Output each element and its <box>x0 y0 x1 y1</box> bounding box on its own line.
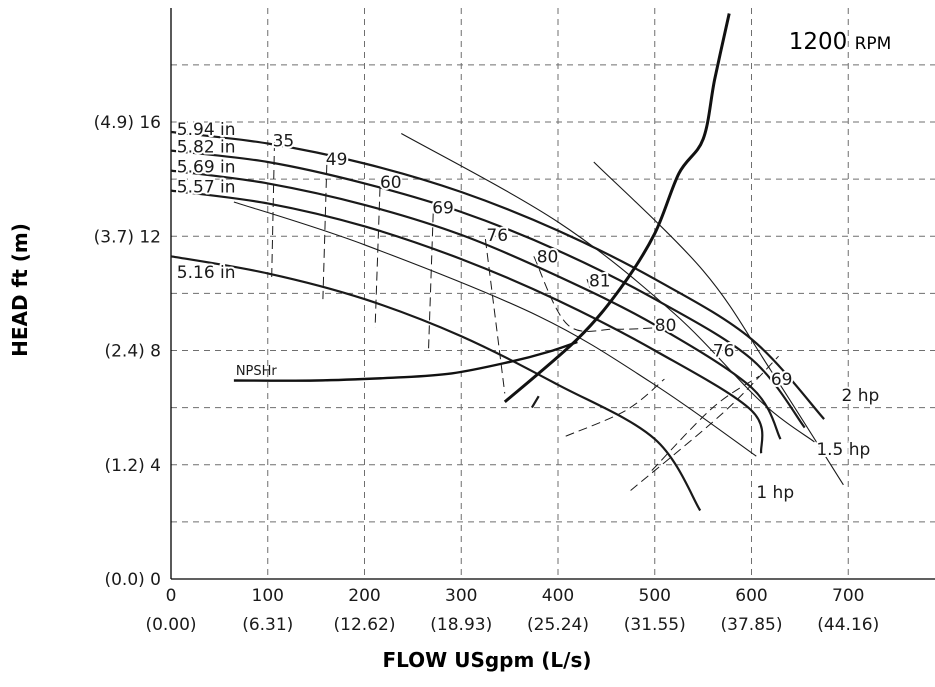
curve-marker <box>530 395 540 409</box>
y-tick-label-0: (0.0) 0 <box>104 570 161 590</box>
rpm-value: 1200 <box>789 29 848 55</box>
rpm-annotation: 1200 RPM <box>789 29 892 55</box>
curve-label-2-hp-10: 2 hp <box>841 386 879 406</box>
curves <box>170 13 844 512</box>
impeller-curve-5-94-in <box>170 130 825 420</box>
curve-label-1-hp-12: 1 hp <box>756 483 794 503</box>
x-tick-sublabel-200: (12.62) <box>334 615 396 635</box>
x-tick-sublabel-0: (0.00) <box>145 615 196 635</box>
x-tick-label-500: 500 <box>639 586 671 606</box>
curve-labels: 35 49 60 69 76 80 81 80 76 69 2 hp 1.5 hp 1 hp 5.94 i… <box>175 118 881 505</box>
power-curve-2-hp <box>593 161 844 486</box>
x-tick-sublabel-100: (6.31) <box>242 615 293 635</box>
npsh-curve <box>233 340 578 382</box>
efficiency-line-76-8 <box>630 355 779 491</box>
curve-label-5-69-in-15: 5.69 in <box>177 157 236 177</box>
curve-label-60-2: 60 <box>380 173 402 193</box>
efficiency-line-80-7 <box>565 378 665 437</box>
efficiency-line-80-5 <box>533 256 660 332</box>
curve-label-5-57-in-16: 5.57 in <box>177 177 236 197</box>
x-tick-label-0: 0 <box>166 586 177 606</box>
x-axis-title: FLOW USgpm (L/s) <box>382 648 591 672</box>
y-axis-title-main: HEAD <box>8 294 32 356</box>
curve-label-80-7: 80 <box>655 316 677 336</box>
power-curve-1-hp <box>233 201 757 457</box>
x-tick-label-300: 300 <box>445 586 477 606</box>
x-tick-label-700: 700 <box>832 586 864 606</box>
curve-label-5-94-in-13: 5.94 in <box>177 120 236 140</box>
system-curve <box>503 13 731 404</box>
curve-label-76-8: 76 <box>713 342 735 362</box>
x-axis-title-main: FLOW <box>382 648 447 672</box>
curve-label-81-6: 81 <box>589 272 611 292</box>
curve-label-1-5-hp-11: 1.5 hp <box>816 440 870 460</box>
efficiency-line-69-3 <box>427 213 434 354</box>
curve-label-69-3: 69 <box>432 199 454 219</box>
efficiency-line-35-0 <box>271 141 275 283</box>
x-tick-sublabel-700: (44.16) <box>817 615 879 635</box>
impeller-curve-5-82-in <box>170 149 806 429</box>
curve-label-49-1: 49 <box>326 150 348 170</box>
curve-label-76-4: 76 <box>486 226 508 246</box>
impeller-curve-5-57-in <box>170 189 764 454</box>
curve-label-69-9: 69 <box>771 370 793 390</box>
x-tick-sublabel-600: (37.85) <box>721 615 783 635</box>
curve-label-5-82-in-14: 5.82 in <box>177 137 236 157</box>
rpm-unit: RPM <box>855 34 892 54</box>
efficiency-line-76-4 <box>484 239 506 394</box>
npsh-label: NPSHr <box>236 364 278 379</box>
x-axis-title-units: USgpm (L/s) <box>454 648 591 672</box>
axes: 0 (0.00) 100 (6.31) 200 (12.62) 300 (18.93) 400 (… <box>94 8 935 635</box>
y-axis-title: HEAD ft (m) <box>8 223 32 357</box>
curve-label-80-5: 80 <box>537 247 559 267</box>
x-tick-label-600: 600 <box>735 586 767 606</box>
x-tick-sublabel-500: (31.55) <box>624 615 686 635</box>
efficiency-line-81-6 <box>586 278 591 288</box>
x-tick-sublabel-300: (18.93) <box>430 615 492 635</box>
grid <box>171 8 935 579</box>
curve-label-35-0: 35 <box>273 132 295 152</box>
y-axis-title-units: ft (m) <box>8 223 32 287</box>
y-tick-label-12: (3.7) 12 <box>94 227 161 247</box>
efficiency-line-69-9 <box>651 375 760 471</box>
x-tick-sublabel-400: (25.24) <box>527 615 589 635</box>
efficiency-line-49-1 <box>322 164 328 300</box>
x-tick-label-200: 200 <box>348 586 380 606</box>
impeller-curve-5-69-in <box>170 169 782 440</box>
curve-label-5-16-in-17: 5.16 in <box>177 263 236 283</box>
y-tick-label-8: (2.4) 8 <box>104 342 161 362</box>
x-tick-label-100: 100 <box>252 586 284 606</box>
efficiency-line-60-2 <box>374 187 381 328</box>
y-tick-label-16: (4.9) 16 <box>94 113 161 133</box>
impeller-curve-5-16-in <box>170 255 702 512</box>
y-tick-label-4: (1.2) 4 <box>104 456 161 476</box>
x-tick-label-400: 400 <box>542 586 574 606</box>
